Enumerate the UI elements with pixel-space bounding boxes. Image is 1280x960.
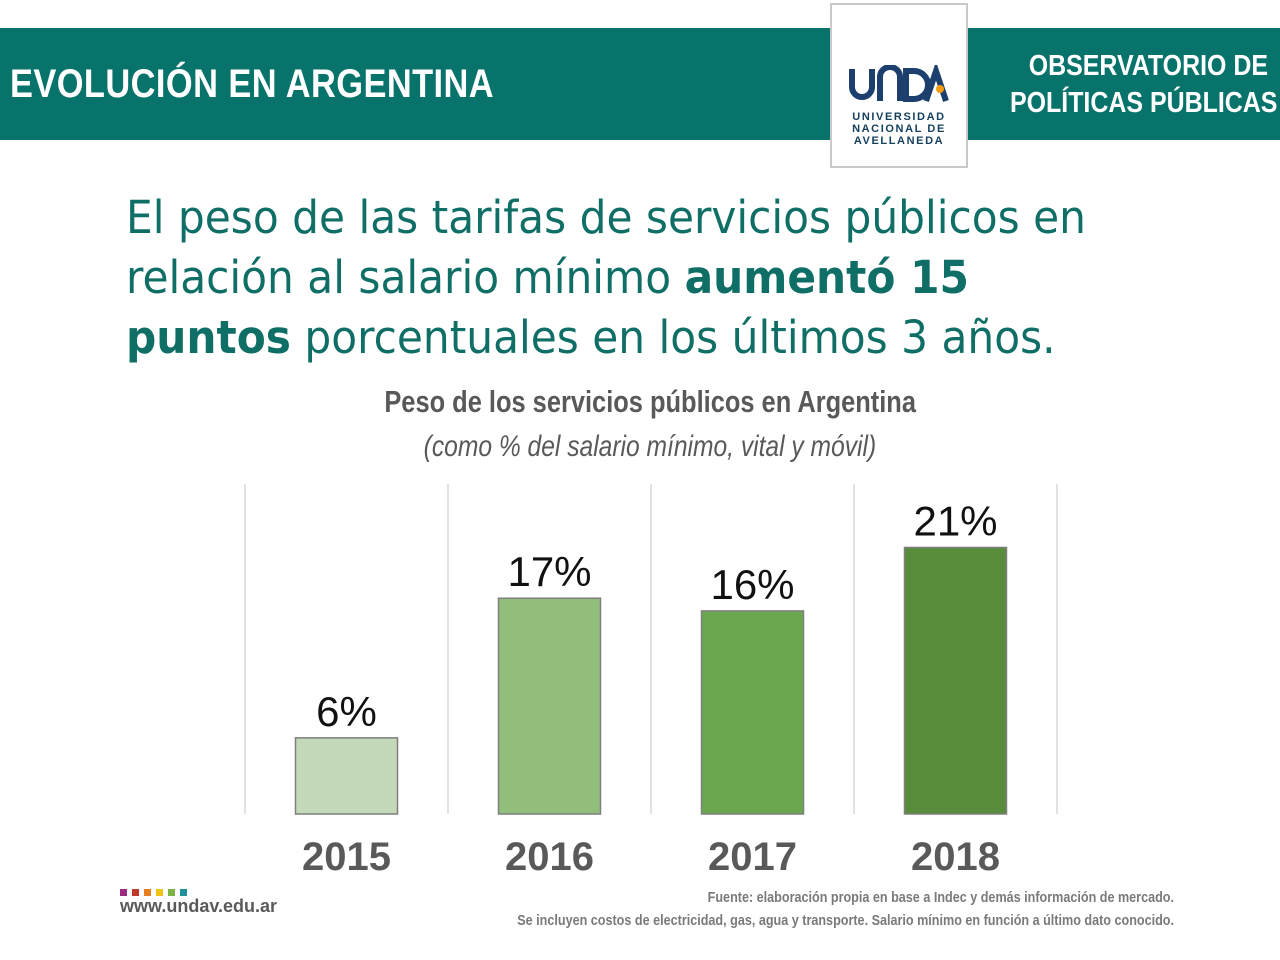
undav-logo-icon: [849, 65, 949, 102]
page-title: EVOLUCIÓN EN ARGENTINA: [10, 62, 495, 106]
website-url: www.undav.edu.ar: [120, 896, 278, 916]
observatorio-line-1: OBSERVATORIO DE: [1028, 50, 1268, 82]
bar: [294, 737, 399, 815]
brand-dot: [180, 889, 187, 896]
bar: [497, 597, 602, 815]
x-tick-label: 2016: [505, 835, 594, 879]
headline-line-2: relación al salario mínimo aumentó 15: [126, 248, 1160, 308]
brand-dot: [132, 889, 139, 896]
headline-line-1: El peso de las tarifas de servicios públ…: [126, 191, 1087, 244]
data-label: 21%: [913, 497, 997, 544]
brand-color-dots: [120, 883, 192, 896]
headline-line-2-bold: aumentó 15: [684, 251, 970, 304]
source-line-2: Se incluyen costos de electricidad, gas,…: [517, 912, 1174, 929]
logo-text-line: AVELLANEDA: [853, 135, 945, 147]
data-label: 17%: [507, 548, 591, 595]
bar: [903, 546, 1008, 815]
data-label: 16%: [710, 561, 794, 608]
logo-text-line: NACIONAL DE: [852, 123, 946, 135]
chart-title: Peso de los servicios públicos en Argent…: [0, 384, 1280, 420]
bar: [700, 610, 805, 815]
headline-line-3: puntos porcentuales en los últimos 3 año…: [126, 308, 1160, 368]
source-line-1: Fuente: elaboración propia en base a Ind…: [707, 889, 1174, 906]
brand-dot: [120, 889, 127, 896]
brand-dot: [144, 889, 151, 896]
x-tick-label: 2015: [302, 835, 391, 879]
x-tick-label: 2017: [708, 835, 797, 879]
headline-line-2-regular: relación al salario mínimo: [126, 251, 685, 304]
undav-logo: UNIVERSIDAD NACIONAL DE AVELLANEDA: [830, 3, 968, 168]
header-bar: [0, 28, 1280, 140]
headline-line-3-bold: puntos: [126, 311, 291, 364]
source-note: Fuente: elaboración propia en base a Ind…: [274, 886, 1174, 932]
brand-dot: [168, 889, 175, 896]
data-label: 6%: [316, 688, 377, 735]
chart-subtitle: (como % del salario mínimo, vital y móvi…: [0, 430, 1280, 464]
x-tick-label: 2018: [911, 835, 1000, 879]
chart-title-text: Peso de los servicios públicos en Argent…: [384, 384, 916, 419]
headline: El peso de las tarifas de servicios públ…: [126, 188, 1226, 368]
observatorio-line-2: POLÍTICAS PÚBLICAS: [1010, 87, 1278, 119]
observatorio-label: OBSERVATORIO DE POLÍTICAS PÚBLICAS: [968, 48, 1278, 122]
chart-subtitle-text: (como % del salario mínimo, vital y móvi…: [423, 430, 877, 463]
headline-line-3-regular: porcentuales en los últimos 3 años.: [290, 311, 1056, 364]
brand-dot: [156, 889, 163, 896]
logo-text-line: UNIVERSIDAD: [852, 111, 946, 123]
logo-text: UNIVERSIDAD NACIONAL DE AVELLANEDA: [832, 111, 966, 147]
